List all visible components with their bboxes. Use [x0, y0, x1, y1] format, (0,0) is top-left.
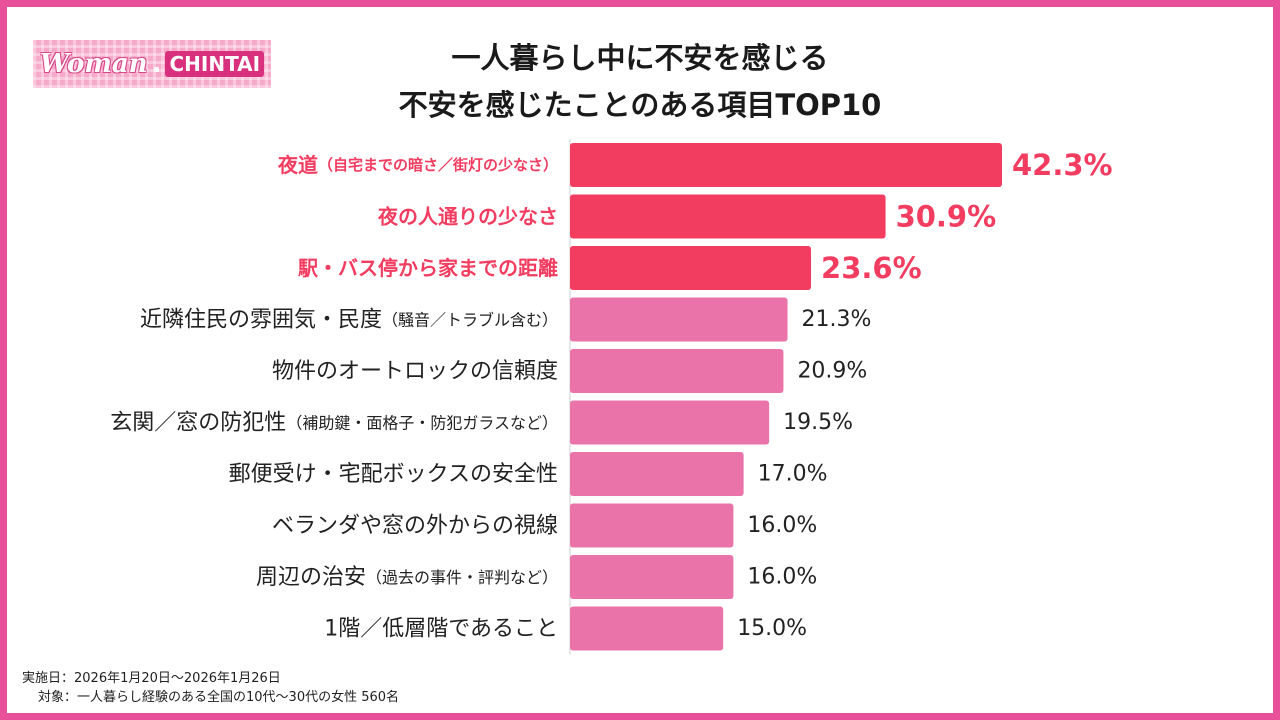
- category-label-4: 近隣住民の雰囲気・民度（騒音／トラブル含む）: [140, 307, 558, 332]
- survey-target-note: 対象：一人暮らし経験のある全国の10代〜30代の女性 560名: [38, 690, 400, 705]
- value-label-6: 19.5%: [783, 410, 853, 435]
- bar-2: [570, 194, 886, 239]
- category-main-9: 周辺の治安: [256, 565, 366, 590]
- category-label-1: 夜道（自宅までの暗さ／街灯の少なさ）: [277, 153, 558, 177]
- category-sub-1: （自宅までの暗さ／街灯の少なさ）: [318, 156, 558, 174]
- logo-script-text: Woman: [39, 49, 148, 79]
- category-main-4: 近隣住民の雰囲気・民度: [140, 307, 382, 332]
- value-label-8: 16.0%: [747, 513, 817, 538]
- value-label-2: 30.9%: [896, 200, 997, 234]
- category-main-5: 物件のオートロックの信頼度: [272, 359, 558, 384]
- value-label-7: 17.0%: [758, 462, 828, 487]
- bar-7: [570, 452, 744, 496]
- category-main-1: 夜道: [277, 153, 318, 177]
- bar-3: [570, 246, 812, 290]
- bar-6: [570, 400, 770, 445]
- bar-10: [570, 606, 724, 651]
- category-main-8: ベランダや窓の外からの視線: [272, 513, 558, 538]
- category-main-6: 玄関／窓の防犯性: [110, 410, 286, 435]
- category-main-3: 駅・バス停から家までの距離: [297, 256, 558, 280]
- logo-dot: .: [151, 49, 162, 79]
- category-label-3: 駅・バス停から家までの距離: [297, 256, 558, 280]
- value-label-10: 15.0%: [737, 616, 807, 641]
- chart-title-line1: 一人暮らし中に不安を感じる: [451, 41, 829, 75]
- value-label-5: 20.9%: [797, 359, 867, 384]
- value-label-9: 16.0%: [747, 565, 817, 590]
- survey-date-note: 実施日：2026年1月20日〜2026年1月26日: [22, 671, 281, 686]
- category-label-5: 物件のオートロックの信頼度: [272, 359, 558, 384]
- category-label-10: 1階／低層階であること: [324, 616, 558, 641]
- value-label-3: 23.6%: [821, 251, 922, 285]
- bar-9: [570, 555, 734, 599]
- woman-chintai-logo: Woman . CHINTAI: [33, 40, 271, 88]
- value-label-1: 42.3%: [1012, 148, 1113, 182]
- category-sub-4: （騒音／トラブル含む）: [382, 310, 558, 329]
- bar-1: [570, 143, 1002, 187]
- bar-4: [570, 297, 788, 342]
- category-label-9: 周辺の治安（過去の事件・評判など）: [256, 565, 558, 590]
- logo-block-text: CHINTAI: [165, 51, 265, 77]
- bar-5: [570, 349, 784, 393]
- category-main-10: 1階／低層階であること: [324, 616, 558, 641]
- category-sub-9: （過去の事件・評判など）: [366, 568, 558, 587]
- category-label-8: ベランダや窓の外からの視線: [272, 513, 558, 538]
- category-main-2: 夜の人通りの少なさ: [377, 205, 558, 229]
- category-sub-6: （補助鍵・面格子・防犯ガラスなど）: [286, 413, 558, 432]
- value-label-4: 21.3%: [802, 307, 872, 332]
- category-label-7: 郵便受け・宅配ボックスの安全性: [229, 462, 558, 487]
- category-main-7: 郵便受け・宅配ボックスの安全性: [229, 462, 558, 487]
- chart-title-line2: 不安を感じたことのある項目TOP10: [398, 88, 882, 122]
- category-label-6: 玄関／窓の防犯性（補助鍵・面格子・防犯ガラスなど）: [110, 410, 558, 435]
- bar-8: [570, 503, 734, 548]
- category-label-2: 夜の人通りの少なさ: [377, 205, 558, 229]
